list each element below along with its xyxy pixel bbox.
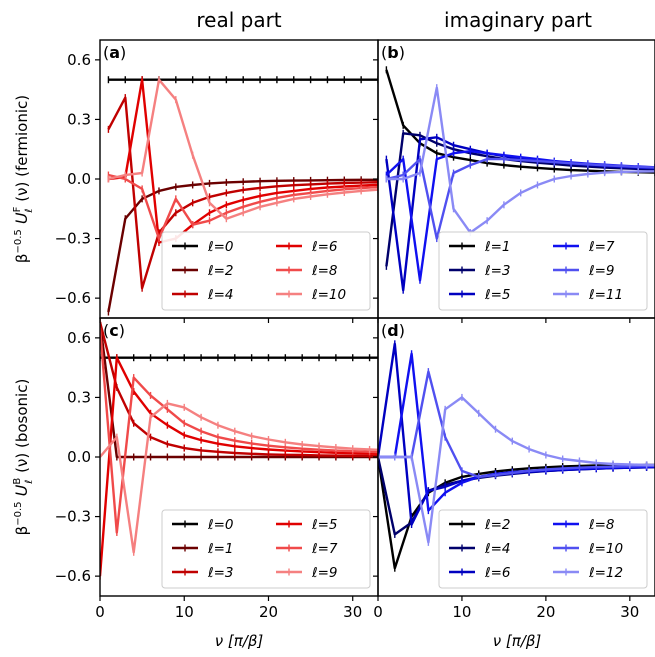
legend-entry: ℓ=7 xyxy=(588,239,615,255)
series-line-3 xyxy=(100,356,378,577)
legend-entry: ℓ=3 xyxy=(484,263,510,279)
panel-label: (b) xyxy=(381,43,405,62)
plot-area xyxy=(107,76,378,316)
series-line-1 xyxy=(100,321,378,459)
y-tick-label: 0.6 xyxy=(67,51,91,69)
legend-entry: ℓ=6 xyxy=(311,239,337,255)
legend-entry: ℓ=2 xyxy=(207,263,233,279)
xlabel-left: ν [π/β] xyxy=(215,632,264,650)
legend-entry: ℓ=4 xyxy=(207,287,233,303)
legend-entry: ℓ=2 xyxy=(484,517,510,533)
panel-label: (d) xyxy=(381,321,405,340)
y-tick-label: −0.6 xyxy=(55,567,91,585)
ylabel-bosonic: β−0.5 UBℓ (ν) (bosonic) xyxy=(12,379,35,536)
legend xyxy=(438,231,648,311)
y-tick-label: −0.6 xyxy=(55,289,91,307)
panel-1: (b) ℓ=1 ℓ=3 ℓ=5 ℓ=7 ℓ=9 ℓ=11 xyxy=(373,39,655,323)
column-title-imag: imaginary part xyxy=(444,8,592,32)
legend-entry: ℓ=8 xyxy=(588,517,614,533)
column-title-real: real part xyxy=(196,8,281,32)
legend-entry: ℓ=1 xyxy=(484,239,510,255)
legend-entry: ℓ=8 xyxy=(311,263,337,279)
xlabel-right: ν [π/β] xyxy=(493,632,542,650)
series-line-3 xyxy=(108,78,378,244)
panel-0: −0.6 −0.3 0.0 0.3 0.6 (a) ℓ=0 ℓ=2 ℓ=4 ℓ=6 ℓ=8 ℓ=10 xyxy=(55,39,379,323)
panels: −0.6−0.30.00.30.6 (a)ℓ=0ℓ=2ℓ=4ℓ=6ℓ=8ℓ=10(… xyxy=(55,39,655,621)
y-tick-label: 0.0 xyxy=(67,170,91,188)
y-tick-label: 0.6 xyxy=(67,329,91,347)
series-line-3 xyxy=(378,352,655,512)
x-tick-label: 30 xyxy=(620,603,639,621)
panel-3: 0 10 20 30 (d) ℓ=2 ℓ=4 ℓ=6 ℓ=8 ℓ=10 ℓ=12 xyxy=(373,317,655,621)
series-line-4 xyxy=(378,370,655,479)
ylabel-fermionic: β−0.5 UFℓ (ν) (fermionic) xyxy=(12,95,35,263)
x-tick-label: 0 xyxy=(95,603,105,621)
legend-entry: ℓ=5 xyxy=(311,517,337,533)
y-tick-label: −0.3 xyxy=(55,508,91,526)
x-tick-label: 10 xyxy=(452,603,471,621)
legend xyxy=(438,509,648,589)
y-tick-label: −0.3 xyxy=(55,230,91,248)
legend-entry: ℓ=7 xyxy=(311,541,338,557)
legend-entry: ℓ=10 xyxy=(588,541,623,557)
plot-area xyxy=(378,340,655,572)
legend-entry: ℓ=9 xyxy=(588,263,614,279)
x-tick-label: 0 xyxy=(373,603,383,621)
series-line-5 xyxy=(100,402,378,554)
legend-entry: ℓ=0 xyxy=(207,517,233,533)
legend-entry: ℓ=0 xyxy=(207,239,233,255)
panel-label: (c) xyxy=(103,321,125,340)
legend-entry: ℓ=4 xyxy=(484,541,510,557)
x-tick-label: 20 xyxy=(536,603,555,621)
legend-entry: ℓ=3 xyxy=(207,565,233,581)
x-tick-label: 10 xyxy=(175,603,194,621)
legend-entry: ℓ=10 xyxy=(311,287,346,303)
y-tick-label: 0.0 xyxy=(67,448,91,466)
legend-entry: ℓ=11 xyxy=(588,287,623,303)
plot-area xyxy=(385,66,655,294)
panel-2: −0.6 −0.3 0.0 0.3 0.6 0 10 20 30 (c) ℓ=0 ℓ=1 ℓ=3 ℓ=5 ℓ… xyxy=(55,317,379,621)
legend-entry: ℓ=1 xyxy=(207,541,233,557)
legend xyxy=(161,231,371,311)
series-line-4 xyxy=(100,327,378,534)
y-tick-label: 0.3 xyxy=(67,388,91,406)
plot-area xyxy=(100,318,378,580)
series-line-5 xyxy=(378,396,655,544)
x-tick-label: 20 xyxy=(259,603,278,621)
x-tick-label: 30 xyxy=(343,603,362,621)
legend-entry: ℓ=9 xyxy=(311,565,337,581)
legend-entry: ℓ=6 xyxy=(484,565,510,581)
y-tick-label: 0.3 xyxy=(67,110,91,128)
legend-entry: ℓ=12 xyxy=(588,565,623,581)
panel-label: (a) xyxy=(103,43,126,62)
legend-entry: ℓ=5 xyxy=(484,287,510,303)
legend xyxy=(161,509,371,589)
